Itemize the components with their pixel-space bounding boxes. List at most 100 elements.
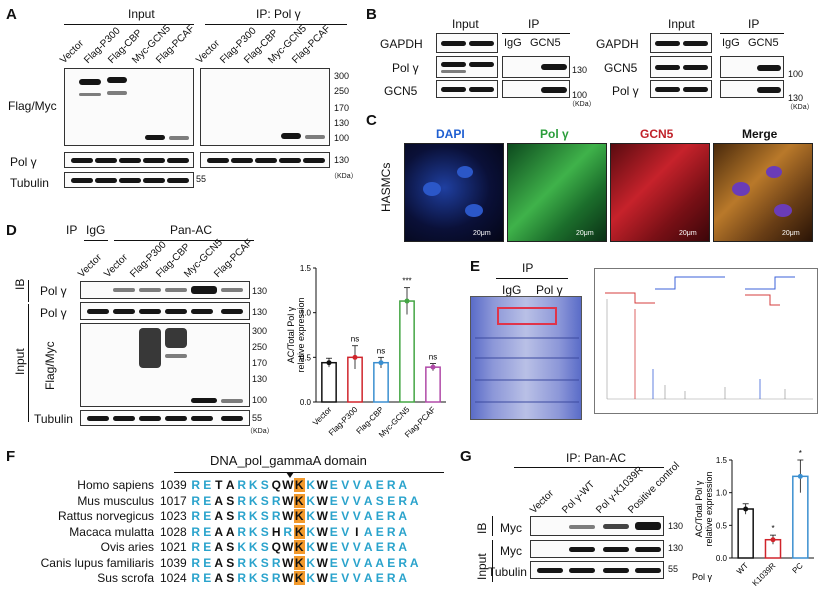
panel-label-f: F [6,448,16,465]
bar [399,300,415,403]
data-point [352,354,358,360]
g-mw-2: 130 [668,543,684,553]
a-blot-input-flag [64,68,194,146]
b-left-lane-igg: IgG [504,37,522,49]
a-lane-ip-0: Vector [194,38,223,66]
d-ip-igg: IgG [86,223,106,237]
data-point [430,364,436,370]
d-mw-250: 250 [252,342,268,352]
g-mw-3: 55 [668,564,679,574]
d-mw-100: 100 [252,395,268,405]
a-blot-input-pol [64,152,194,168]
b-right-mw-130: 130 [788,93,804,103]
d-lane-0: Vector [76,252,105,280]
b-right-row-pol: Pol γ [612,84,639,98]
g-row-tubulin: Tubulin [488,565,527,579]
b-right-unit: （KDa） [786,104,814,111]
bar [737,508,754,559]
c-ch-gcn5: GCN5 [640,127,674,141]
d-input-label: Input [13,348,27,375]
c-scale-3: 20μm [679,230,697,237]
y-tick-label: 1.5 [300,264,312,273]
y-tick-label: 1.0 [300,309,312,318]
data-point [378,360,384,366]
e-gel-image [470,296,582,420]
significance-label: ns [351,335,359,344]
g-ip-title: IP: Pan-AC [566,451,627,465]
a-input-title: Input [128,7,155,21]
category-label: PC [791,561,805,575]
f-sequence: R E T A R K S QW K K W E V V A E R A [191,478,408,492]
f-site-marker-icon [286,472,294,478]
bar [321,361,337,403]
f-species-pos: 1024 [160,571,187,585]
f-sequence: R E A S K K S QW K K W E V V A E R A [191,540,408,554]
panel-label-d: D [6,222,17,239]
a-mw-170: 170 [334,103,350,113]
d-row-flagmyc: Flag/Myc [43,341,57,390]
y-tick-label: 0.5 [300,353,312,362]
x-group-label: Pol γ [692,572,713,582]
c-scale-2: 20μm [576,230,594,237]
significance-label: * [771,524,774,533]
a-blot-input-tubulin [64,172,194,188]
panel-label-e: E [470,258,481,275]
f-species-name: Homo sapiens [77,478,154,492]
f-species-pos: 1028 [160,524,187,539]
a-ip-title: IP: Pol γ [256,7,301,21]
g-row-myc-ib: Myc [500,521,522,535]
c-ch-dapi: DAPI [436,127,465,141]
significance-label: ns [429,353,437,362]
c-img-merge: 20μm [713,143,813,242]
c-ch-pol: Pol γ [540,127,569,141]
f-species-pos: 1017 [160,493,187,508]
g-input-label: Input [475,553,489,580]
b-right-ip: IP [748,17,760,31]
a-row-flagmyc: Flag/Myc [8,99,57,113]
bar [373,361,389,403]
f-species-name: Sus scrofa [97,571,154,585]
c-img-pol: 20μm [507,143,607,242]
a-row-pol: Pol γ [10,155,37,169]
d-unit: （KDa） [246,428,274,435]
c-img-gcn5: 20μm [610,143,710,242]
e-lane-pol: Pol γ [536,283,563,297]
chart-g: 0.0 0.5 1.0 1.5AC/Total Pol γrelative expre… [692,450,814,588]
y-tick-label: 0.5 [716,521,728,530]
y-tick-label: 0.0 [716,554,728,563]
e-ip-title: IP [522,261,534,275]
b-left-row-pol: Pol γ [392,61,419,75]
panel-label-g: G [460,448,472,465]
b-right-input: Input [668,17,695,31]
d-mw-170: 170 [252,358,268,368]
d-mw-130: 130 [252,374,268,384]
d-mw-tub: 55 [252,413,263,423]
c-scale-1: 20μm [473,230,491,237]
c-ch-merge: Merge [742,127,778,141]
category-label: K1039R [751,561,778,588]
y-tick-label: 1.0 [716,489,728,498]
data-point [770,537,776,543]
a-mw-300: 300 [334,71,350,81]
y-tick-label: 0.0 [300,398,312,407]
data-point [326,360,332,366]
a-mw-tub: 55 [196,174,207,184]
d-mw-pol: 130 [252,307,268,317]
g-lane-0: Vector [528,488,557,516]
significance-label: *** [402,277,411,286]
d-ib-label: IB [13,278,27,290]
e-lane-igg: IgG [502,283,522,297]
significance-label: * [799,450,802,458]
d-lane-1: Vector [102,252,131,280]
d-mw-ib: 130 [252,286,268,296]
f-species-name: Canis lupus familiaris [40,555,154,570]
b-left-row-gcn5: GCN5 [384,84,418,98]
b-right-mw-100: 100 [788,69,804,79]
data-point [797,473,803,479]
panel-label-a: A [6,6,17,23]
y-axis-label: AC/Total Pol γrelative expression [286,297,306,372]
